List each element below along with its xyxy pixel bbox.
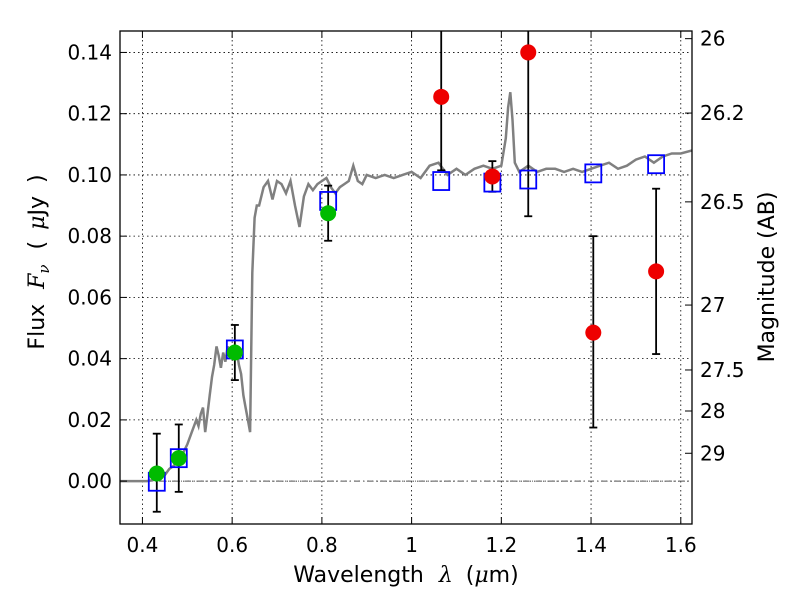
x-axis-symbol: λ xyxy=(438,563,453,588)
x-axis-unit-rest: m) xyxy=(489,563,519,588)
x-axis-title: Wavelength λ (μm) xyxy=(293,563,518,588)
model-photometry-square xyxy=(432,171,451,191)
magnitude-tick-label: 27 xyxy=(700,293,725,317)
y-tick-label: 0.00 xyxy=(67,469,112,493)
x-axis-unit-open: ( xyxy=(466,563,475,588)
model-photometry-square xyxy=(519,169,538,190)
y-tick-label: 0.02 xyxy=(67,408,112,432)
low-significance-point xyxy=(520,44,537,61)
axis-ticks: 0.4 0.6 0.8 1 1.2 1.4 1.6 0.00 0.02 0.04 0.06 0.08 0… xyxy=(67,27,744,557)
magnitude-tick-label: 29 xyxy=(700,441,725,465)
magnitude-tick-label: 27.5 xyxy=(700,358,745,382)
magnitude-axis-title: Magnitude (AB) xyxy=(755,192,780,363)
y-axis-title-prefix: Flux xyxy=(25,304,50,350)
detection-point xyxy=(320,205,337,222)
low-significance-point xyxy=(433,88,450,105)
detection-point xyxy=(148,465,165,482)
measured-photometry-points xyxy=(148,44,665,482)
x-tick-label: 0.8 xyxy=(306,533,338,557)
x-tick-label: 1.6 xyxy=(665,533,697,557)
errorbars xyxy=(152,31,661,513)
x-tick-label: 0.4 xyxy=(127,533,159,557)
template-sed-line xyxy=(120,92,692,483)
x-tick-label: 1.4 xyxy=(575,533,607,557)
y-axis-unit-mu: μ xyxy=(25,216,50,230)
y-tick-label: 0.12 xyxy=(67,102,112,126)
model-photometry-square xyxy=(647,154,666,175)
y-tick-label: 0.08 xyxy=(67,224,112,248)
x-tick-label: 1 xyxy=(405,533,418,557)
plot-frame xyxy=(119,30,693,525)
low-significance-point xyxy=(585,324,602,341)
y-tick-label: 0.10 xyxy=(67,163,112,187)
magnitude-tick-label: 26.2 xyxy=(700,101,745,125)
x-axis-unit-mu: μ xyxy=(474,563,488,588)
model-photometry-squares xyxy=(147,154,666,492)
magnitude-tick-label: 26.5 xyxy=(700,190,745,214)
y-axis-unit-open: ( xyxy=(25,241,50,250)
low-significance-point xyxy=(648,263,665,280)
detection-point xyxy=(170,450,187,467)
plot-data-area xyxy=(120,31,692,513)
grid xyxy=(120,31,692,524)
low-significance-point xyxy=(484,168,501,185)
x-axis-title-prefix: Wavelength xyxy=(293,563,424,588)
model-photometry-square xyxy=(584,163,603,184)
y-axis-symbol: F xyxy=(25,273,50,290)
y-tick-label: 0.14 xyxy=(67,40,112,64)
y-axis-unit-rest: Jy xyxy=(25,196,50,218)
y-axis-title: Flux Fν ( μJy ) xyxy=(25,174,55,349)
magnitude-tick-label: 26 xyxy=(700,27,725,51)
y-tick-label: 0.06 xyxy=(67,285,112,309)
y-axis-subscript: ν xyxy=(35,264,53,273)
x-tick-label: 0.6 xyxy=(216,533,248,557)
x-tick-label: 1.2 xyxy=(485,533,517,557)
magnitude-tick-label: 28 xyxy=(700,399,725,423)
y-tick-label: 0.04 xyxy=(67,347,112,371)
y-axis-unit-close: ) xyxy=(25,174,50,183)
detection-point xyxy=(226,344,243,361)
